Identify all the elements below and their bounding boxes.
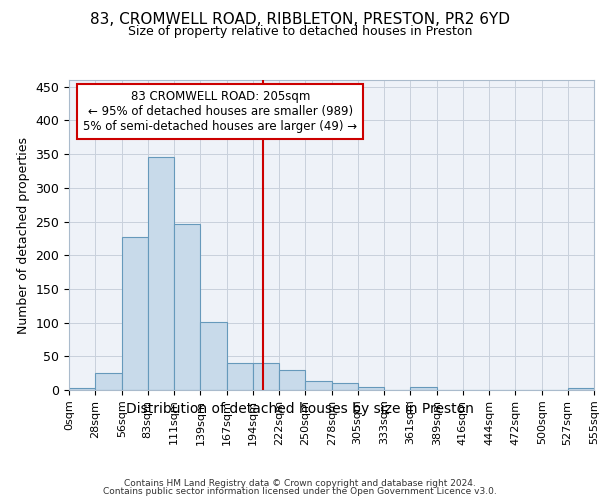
Text: Contains public sector information licensed under the Open Government Licence v3: Contains public sector information licen…: [103, 487, 497, 496]
Bar: [410, 386, 437, 390]
Text: Distribution of detached houses by size in Preston: Distribution of detached houses by size …: [126, 402, 474, 416]
Bar: [332, 384, 358, 390]
Text: Size of property relative to detached houses in Preston: Size of property relative to detached ho…: [128, 25, 472, 38]
Bar: [95, 373, 122, 390]
Y-axis label: Number of detached properties: Number of detached properties: [17, 136, 30, 334]
Text: 83 CROMWELL ROAD: 205sqm
← 95% of detached houses are smaller (989)
5% of semi-d: 83 CROMWELL ROAD: 205sqm ← 95% of detach…: [83, 90, 358, 133]
Bar: [568, 388, 594, 390]
Bar: [279, 370, 305, 390]
Bar: [122, 237, 148, 390]
Text: 83, CROMWELL ROAD, RIBBLETON, PRESTON, PR2 6YD: 83, CROMWELL ROAD, RIBBLETON, PRESTON, P…: [90, 12, 510, 28]
Text: Contains HM Land Registry data © Crown copyright and database right 2024.: Contains HM Land Registry data © Crown c…: [124, 478, 476, 488]
Bar: [305, 380, 332, 390]
Bar: [227, 363, 253, 390]
Bar: [69, 388, 95, 390]
Bar: [253, 363, 279, 390]
Bar: [174, 224, 200, 390]
Bar: [358, 388, 384, 390]
Bar: [200, 322, 227, 390]
Bar: [148, 157, 174, 390]
